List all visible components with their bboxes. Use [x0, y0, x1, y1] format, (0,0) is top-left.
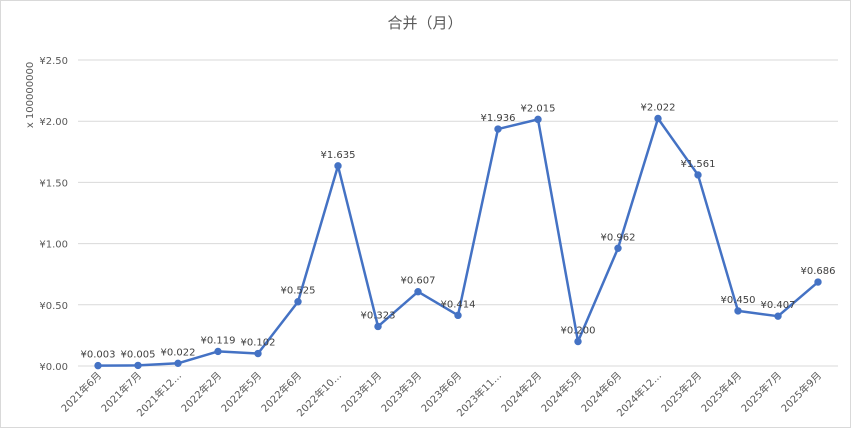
data-point: [94, 361, 102, 370]
data-label: ¥1.635: [321, 150, 356, 161]
data-label: ¥2.015: [521, 103, 556, 114]
data-point: [614, 244, 622, 252]
y-tick-label: ¥0.00: [39, 362, 68, 373]
data-label: ¥1.561: [681, 159, 716, 170]
data-point: [814, 278, 822, 286]
data-point: [694, 171, 702, 179]
data-labels: ¥0.003 ¥0.005 ¥0.022 ¥0.119 ¥0.102 ¥0.525 ¥1.6…: [81, 103, 836, 361]
y-tick-label: ¥2.50: [39, 56, 68, 67]
data-label: ¥0.607: [401, 276, 436, 287]
gridlines: [78, 59, 838, 367]
series: [94, 114, 822, 370]
data-label: ¥0.686: [801, 266, 836, 277]
y-tick-label: ¥1.00: [39, 240, 68, 251]
y-tick-label: ¥0.50: [39, 301, 68, 312]
data-label: ¥1.936: [481, 113, 516, 124]
data-point: [734, 307, 742, 315]
data-point: [334, 162, 342, 170]
data-label: ¥0.407: [761, 300, 796, 311]
data-label: ¥0.005: [121, 349, 156, 360]
data-point: [214, 347, 222, 356]
data-label: ¥0.414: [441, 299, 476, 310]
data-label: ¥0.102: [241, 338, 276, 349]
data-label: ¥0.323: [361, 310, 396, 321]
data-point: [654, 114, 662, 123]
data-point: [494, 125, 502, 133]
data-point: [534, 115, 542, 124]
data-label: ¥0.450: [721, 295, 756, 306]
data-label: ¥0.022: [161, 347, 196, 358]
data-point: [374, 322, 382, 331]
y-tick-label: ¥2.00: [39, 117, 68, 128]
data-point: [294, 298, 302, 306]
data-label: ¥0.962: [601, 232, 636, 243]
data-point: [454, 311, 462, 320]
data-label: ¥2.022: [641, 103, 676, 114]
data-point: [574, 337, 582, 346]
chart-title: 合并（月）: [387, 14, 462, 32]
data-point: [134, 361, 142, 370]
data-point: [414, 288, 422, 296]
data-point: [774, 312, 782, 320]
data-point: [174, 359, 182, 368]
data-label: ¥0.525: [281, 286, 316, 297]
data-label: ¥0.200: [561, 326, 596, 337]
y-axis-ticks: ¥0.00 ¥0.50 ¥1.00 ¥1.50 ¥2.00 ¥2.50: [39, 56, 68, 373]
data-label: ¥0.003: [81, 350, 116, 361]
y-tick-label: ¥1.50: [39, 178, 68, 189]
data-label: ¥0.119: [201, 335, 236, 346]
data-point: [254, 349, 262, 358]
y-axis-unit-label: x 100000000: [25, 62, 36, 128]
